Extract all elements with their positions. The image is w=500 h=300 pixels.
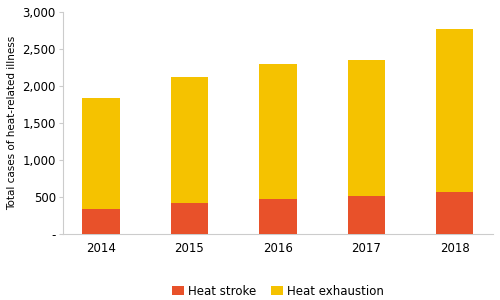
- Bar: [82, 98, 120, 209]
- Bar: [82, 209, 120, 234]
- Y-axis label: Total cases of heat-related illness: Total cases of heat-related illness: [7, 36, 17, 210]
- Bar: [171, 77, 208, 203]
- Bar: [260, 199, 296, 234]
- Bar: [171, 203, 208, 234]
- Bar: [436, 192, 474, 234]
- Legend: Heat stroke, Heat exhaustion: Heat stroke, Heat exhaustion: [167, 280, 389, 300]
- Bar: [348, 196, 385, 234]
- Bar: [260, 64, 296, 199]
- Bar: [436, 28, 474, 192]
- Bar: [348, 60, 385, 196]
